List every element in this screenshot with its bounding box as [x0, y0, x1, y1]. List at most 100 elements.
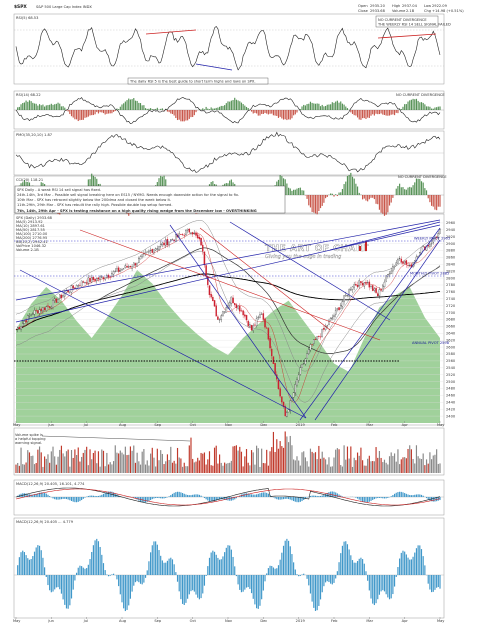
volume-bar [126, 455, 128, 473]
macd1-bar [356, 497, 359, 499]
macd2-bar [84, 568, 86, 575]
volume-bar [23, 464, 25, 473]
candle-body [328, 320, 330, 325]
volume-bar [37, 449, 39, 473]
rsi14-bar [82, 110, 84, 120]
volume-bar [106, 452, 108, 473]
volume-bar [304, 457, 306, 473]
macd2-bar [345, 541, 347, 575]
volume-bar [35, 463, 37, 473]
rsi14-bar [121, 104, 123, 110]
macd2-bar [353, 562, 355, 575]
macd2-bar [42, 557, 44, 575]
volume-bar [427, 463, 429, 473]
macd2-bar [65, 575, 68, 609]
volume-bar [293, 459, 295, 473]
volume-bar [175, 463, 177, 473]
cci-bar [351, 176, 354, 195]
volume-bar [219, 454, 221, 473]
macd2-bar [128, 575, 130, 606]
volume-bar [188, 445, 190, 473]
rsi14-bar [32, 102, 34, 110]
rsi14-bar [30, 101, 32, 110]
cci-bar [92, 175, 94, 195]
trendlines [15, 219, 441, 421]
rsi14-bar [266, 110, 268, 114]
rsi14-bar [69, 110, 71, 115]
candle-body [265, 327, 268, 329]
candle-body [242, 310, 244, 316]
rsi14-bar [335, 101, 337, 110]
rsi14-bar [325, 105, 327, 110]
cci-bar [301, 190, 303, 195]
macd2-bar [287, 540, 290, 575]
macd2-bar [104, 570, 106, 575]
rsi14-bar [42, 104, 44, 110]
macd2-bar [383, 575, 386, 592]
macd1-bar [72, 497, 74, 502]
candle-body [96, 278, 98, 282]
cci-bar [160, 175, 162, 195]
volume-bar [326, 464, 328, 473]
change-label: Chg [424, 9, 431, 13]
macd2-bar [355, 562, 357, 575]
volume-bar [432, 455, 434, 473]
macd2-bar [262, 575, 264, 591]
volume-bar [153, 457, 155, 473]
volume-note-line1: Volume spike is [15, 433, 43, 437]
volume-bar [340, 465, 342, 473]
rsi14-bar [271, 110, 273, 114]
macd2-bar [375, 575, 377, 604]
cci-bar [293, 189, 295, 195]
y-tick-label: 2720 [446, 304, 456, 308]
macd1-bar [47, 494, 49, 497]
candle-body [129, 265, 132, 268]
macd2-bar [94, 540, 96, 575]
rsi14-bar [224, 105, 226, 110]
volume-bar [287, 442, 290, 473]
rsi14-bar [22, 103, 24, 110]
rsi14-bar [207, 108, 209, 110]
candle-body [47, 305, 49, 307]
candle-body [345, 294, 347, 297]
rsi14-bar [212, 108, 214, 110]
rsi14-bar [138, 102, 140, 110]
rsi14-bar [306, 104, 308, 110]
candle-body [52, 300, 54, 308]
candle-body [252, 325, 254, 331]
macd1-bar [160, 497, 162, 499]
cci-bar [378, 195, 381, 210]
y-tick-label: 2840 [446, 263, 456, 267]
macd2-bar [28, 559, 31, 575]
candle-body [16, 327, 19, 330]
volume-bar [360, 447, 362, 473]
rsi14-bar [111, 110, 113, 114]
candle-body [385, 275, 387, 282]
rsi14-bar [67, 110, 69, 112]
candle-body [193, 232, 196, 234]
macd1-bar [220, 497, 222, 500]
macd2-bar [47, 575, 49, 586]
x-tick-label: Dec [260, 619, 267, 623]
rsi14-bar [193, 110, 195, 116]
macd1-bar [27, 493, 29, 497]
rsi14-bar [340, 101, 342, 110]
candle-body [104, 277, 106, 280]
volume-bar [380, 457, 382, 473]
cci-bar [424, 188, 426, 195]
macd1-bar [178, 491, 180, 497]
cci-bar [431, 195, 433, 206]
macd2-bar [267, 568, 269, 575]
macd1-bar [96, 496, 98, 497]
volume-note-line2: a helpful topping [15, 437, 46, 441]
rsi14-bar [230, 100, 232, 110]
macd2-bar [99, 546, 101, 575]
cci-bar [399, 183, 401, 195]
macd2-bar [57, 575, 59, 588]
volume-bar [195, 461, 197, 473]
high-label: High [392, 4, 400, 8]
rsi14-bar [380, 110, 382, 114]
volume-bar [79, 461, 81, 473]
macd1-bar [107, 491, 110, 497]
rsi14-bar [94, 110, 96, 115]
